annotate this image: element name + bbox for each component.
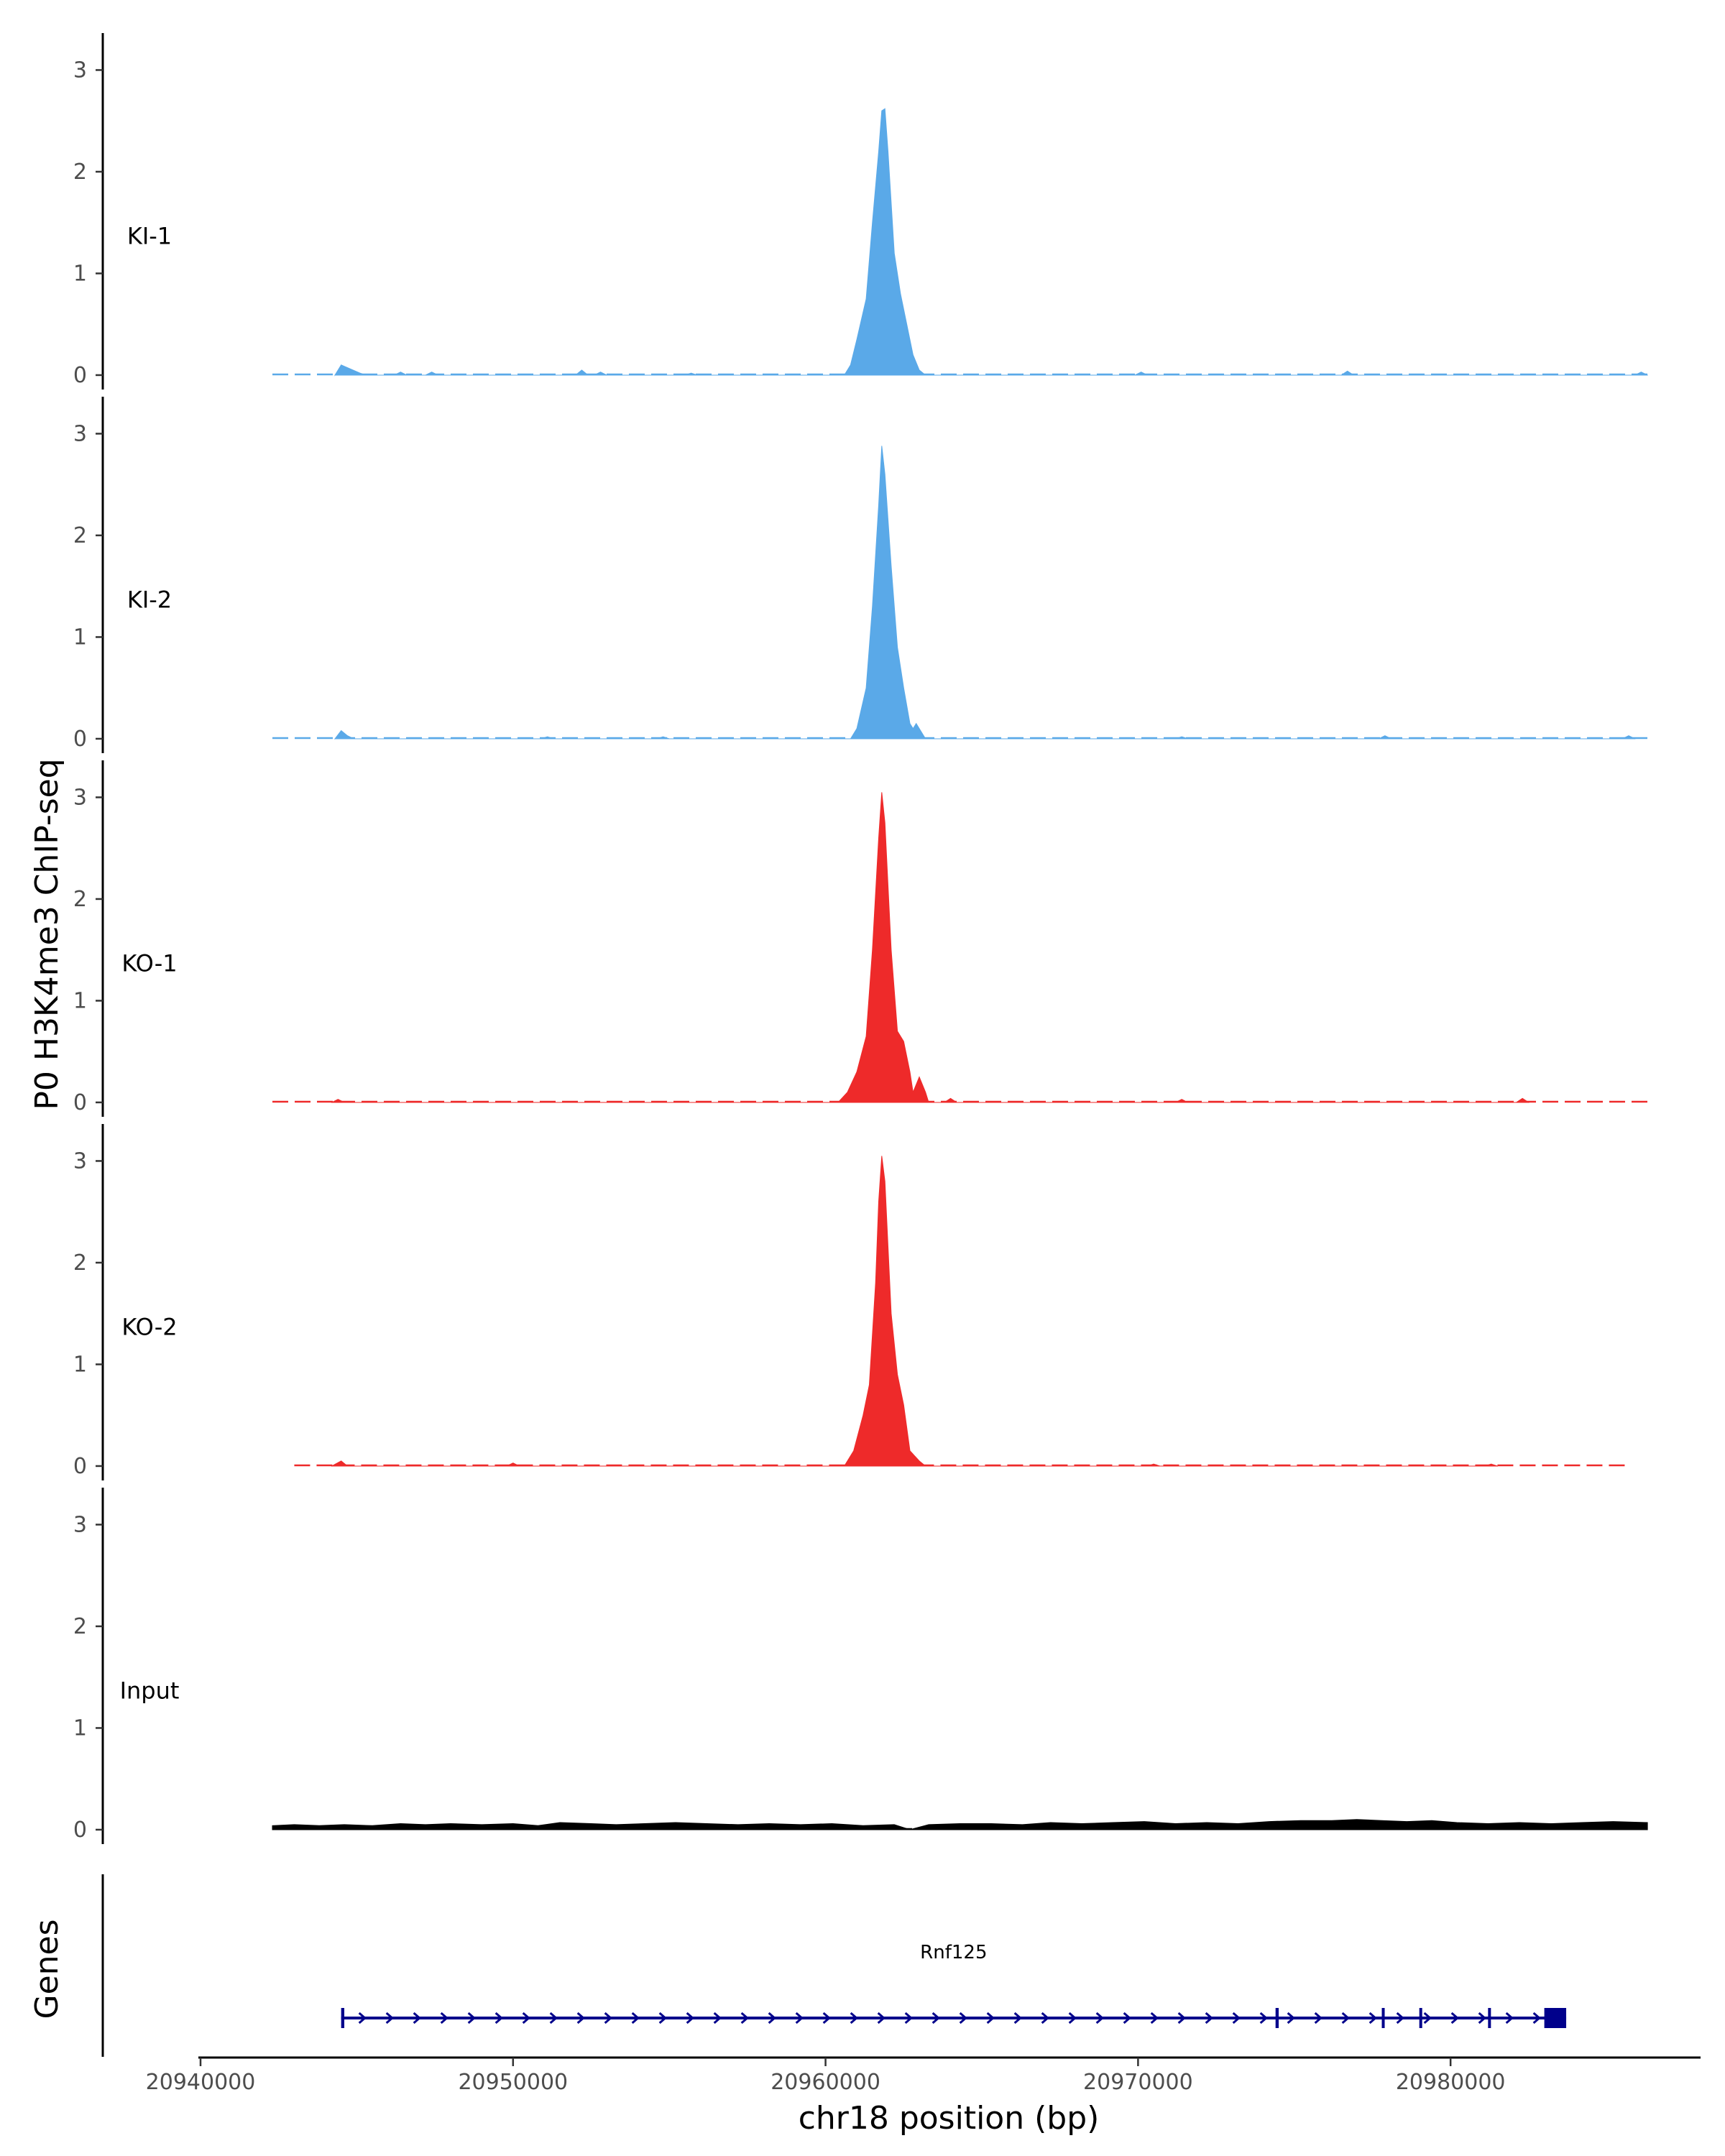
exon [1275,2008,1279,2028]
track-ko-2-y-tick-label: 1 [73,1352,87,1377]
track-ko-1-y-tick-label: 0 [73,1090,87,1115]
strand-arrow [440,2012,448,2024]
track-ko-1-y-tick-label: 1 [73,988,87,1013]
exon [1381,2008,1385,2028]
track-ki-1-signal-area [334,108,1648,377]
strand-arrow [494,2012,503,2024]
track-ko-1: 0 1 2 3 KO-1 [73,760,1648,1117]
exon [1544,2008,1567,2028]
track-ko-2-y-tick-label: 3 [73,1148,87,1174]
strand-arrow [1287,2012,1295,2024]
strand-arrow [413,2012,421,2024]
x-axis-title: chr18 position (bp) [799,2100,1100,2137]
track-ko-2: 0 1 2 3 KO-2 [73,1124,1626,1480]
strand-arrow [1041,2012,1049,2024]
strand-arrow [959,2012,967,2024]
track-input: 0 1 2 3 Input [73,1488,1648,1844]
track-ki-1-y-tick-label: 2 [73,160,87,185]
strand-arrow [713,2012,722,2024]
strand-arrow [1123,2012,1131,2024]
track-ki-2-y-tick-label: 2 [73,523,87,548]
track-ko-2-y-tick-label: 2 [73,1250,87,1276]
x-tick-label: 20960000 [770,2070,880,2095]
track-ko-2-signal-area [331,1156,1498,1467]
strand-arrow [1095,2012,1104,2024]
track-ko-1-y-tick-label: 3 [73,785,87,810]
strand-arrow [358,2012,367,2024]
strand-arrow [768,2012,776,2024]
exon [1419,2008,1422,2028]
track-label-ki-2: KI-2 [127,586,172,614]
strand-arrow [1259,2012,1268,2024]
strand-arrow [1450,2012,1459,2024]
strand-arrow [467,2012,476,2024]
strand-arrow [1232,2012,1241,2024]
y-axis-title: P0 H3K4me3 ChIP-seq [29,758,65,1110]
track-input-y-tick-label: 3 [73,1512,87,1537]
x-tick-label: 20940000 [146,2070,256,2095]
strand-arrow [385,2012,394,2024]
track-ki-1: 0 1 2 3 KI-1 [73,33,1648,390]
strand-arrow [522,2012,530,2024]
strand-arrow [1314,2012,1322,2024]
strand-arrow [1532,2012,1541,2024]
strand-arrow [1150,2012,1159,2024]
track-input-y-tick-label: 0 [73,1818,87,1843]
gene-track: Rnf125 [101,1874,1567,2057]
track-label-input: Input [120,1677,180,1705]
strand-arrow [1177,2012,1186,2024]
strand-arrow [932,2012,940,2024]
signal-tracks: 0 1 2 3 KI-1 0 1 2 3 KI-2 0 1 2 3 KO-1 0 1 2 3 KO-2 0 1 2 3 Inpu… [73,33,1648,1844]
strand-arrow [877,2012,886,2024]
track-ko-2-y-tick-label: 0 [73,1454,87,1479]
track-ko-1-signal-area [331,792,1530,1103]
strand-arrow [740,2012,749,2024]
strand-arrow [986,2012,995,2024]
x-axis: 20940000 20950000 20960000 20970000 20980000 [146,2056,1701,2095]
track-label-ki-1: KI-1 [127,223,172,250]
track-ki-2: 0 1 2 3 KI-2 [73,397,1648,753]
x-tick-label: 20980000 [1396,2070,1506,2095]
x-tick-label: 20950000 [458,2070,568,2095]
strand-arrow [604,2012,612,2024]
exon [1488,2008,1491,2028]
track-ki-2-y-tick-label: 3 [73,421,87,446]
exon [341,2008,345,2028]
track-ki-2-signal-area [334,446,1636,740]
strand-arrow [1068,2012,1077,2024]
strand-arrow [795,2012,804,2024]
track-input-y-tick-label: 1 [73,1715,87,1741]
strand-arrow [1396,2012,1404,2024]
track-ki-1-y-tick-label: 3 [73,57,87,83]
track-ki-1-y-tick-label: 1 [73,261,87,286]
track-input-signal-area [272,1819,1648,1830]
track-ki-1-y-tick-label: 0 [73,363,87,388]
strand-arrow [576,2012,585,2024]
strand-arrow [1013,2012,1022,2024]
x-tick-label: 20970000 [1083,2070,1193,2095]
track-input-y-tick-label: 2 [73,1614,87,1639]
strand-arrow [822,2012,831,2024]
strand-arrow [1423,2012,1432,2024]
strand-arrow [1368,2012,1377,2024]
strand-arrow [658,2012,667,2024]
track-ki-2-y-tick-label: 0 [73,727,87,752]
strand-arrow [686,2012,694,2024]
strand-arrow [850,2012,858,2024]
strand-arrow [1205,2012,1213,2024]
strand-arrow [904,2012,913,2024]
strand-arrow [1505,2012,1514,2024]
strand-arrow [1341,2012,1350,2024]
track-ko-1-y-tick-label: 2 [73,887,87,912]
strand-arrow [549,2012,558,2024]
track-label-ko-2: KO-2 [121,1314,177,1341]
track-label-ko-1: KO-1 [121,950,177,977]
strand-arrow [631,2012,640,2024]
genes-axis-title: Genes [29,1919,65,2019]
gene-label: Rnf125 [920,1942,987,1963]
strand-arrow [1478,2012,1486,2024]
track-ki-2-y-tick-label: 1 [73,625,87,650]
